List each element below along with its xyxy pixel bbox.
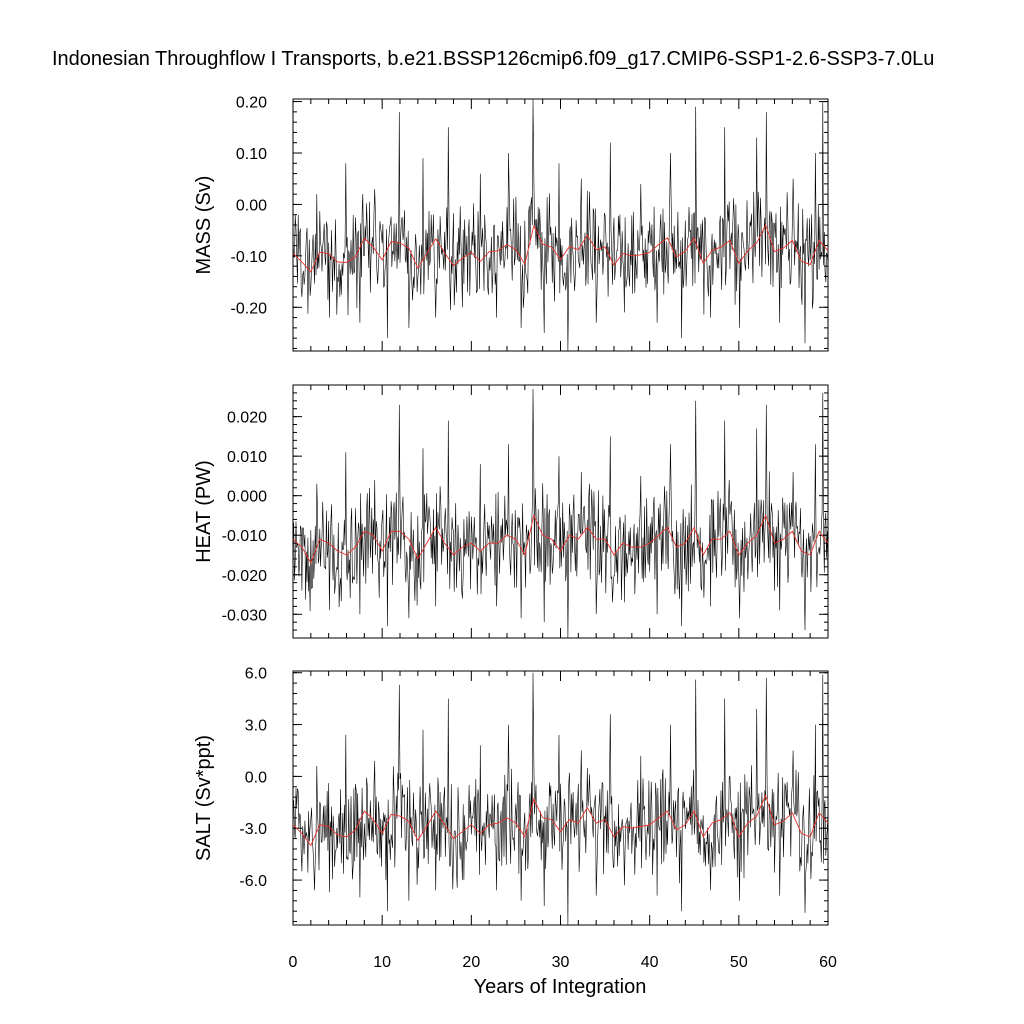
monthly-series-line-2 [292,388,829,639]
y-axis-title-2: HEAT (PW) [193,460,215,563]
y-tick-label: -3.0 [239,821,267,838]
x-tick-label: 50 [730,954,748,971]
y-tick-label: 0.20 [236,95,267,112]
y-tick-label: 6.0 [245,666,267,683]
x-tick-label: 30 [552,954,570,971]
y-tick-label: 0.10 [236,146,267,163]
y-tick-label: 0.0 [245,769,267,786]
y-axis-title-3: SALT (Sv*ppt) [193,735,215,861]
chart-title: Indonesian Throughflow I Transports, b.e… [52,48,935,70]
x-tick-label: 10 [373,954,391,971]
y-tick-label: -0.010 [222,528,267,545]
x-tick-label: 0 [289,954,298,971]
monthly-series-line-3 [292,672,829,926]
x-tick-label: 60 [819,954,837,971]
x-axis-title: Years of Integration [473,976,647,998]
y-tick-label: -0.20 [231,300,268,317]
x-tick-label: 40 [641,954,659,971]
annual-mean-line-3 [292,794,829,847]
y-tick-label: -0.10 [231,249,268,266]
plot-frame-2 [292,384,829,639]
monthly-series-line-1 [292,98,829,352]
plot-frame-1 [292,98,829,352]
y-tick-label: -0.030 [222,607,267,624]
x-tick-label: 20 [462,954,480,971]
y-tick-label: 0.020 [227,410,267,427]
y-tick-label: 0.000 [227,489,267,506]
y-tick-label: 3.0 [245,718,267,735]
y-tick-label: 0.010 [227,449,267,466]
y-tick-label: 0.00 [236,197,267,214]
y-tick-label: -0.020 [222,568,267,585]
y-axis-title-1: MASS (Sv) [193,176,215,275]
y-tick-label: -6.0 [239,873,267,890]
annual-mean-line-1 [292,223,829,273]
annual-mean-line-2 [292,514,829,564]
